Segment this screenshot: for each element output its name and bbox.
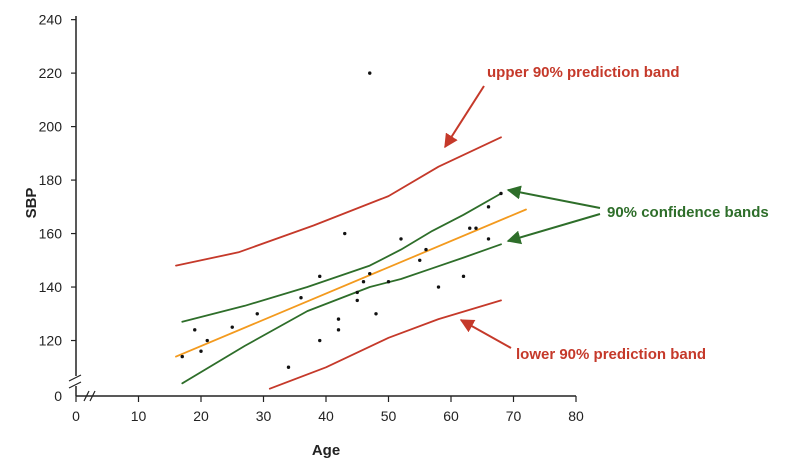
data-point: [255, 312, 259, 316]
y-tick-label: 240: [39, 12, 63, 28]
data-point: [361, 279, 366, 284]
series-line-upper-confidence: [181, 192, 502, 323]
data-point: [180, 354, 184, 359]
y-axis-break: [68, 374, 82, 389]
data-point: [355, 290, 359, 295]
annotation-upper-prediction: upper 90% prediction band: [487, 64, 680, 81]
annotation-lower-prediction: lower 90% prediction band: [516, 346, 706, 363]
data-point: [474, 226, 478, 230]
data-point: [286, 365, 291, 369]
series-line-lower-prediction: [268, 299, 502, 390]
x-tick-label: 10: [131, 408, 147, 424]
data-point: [374, 312, 378, 316]
y-axis-label: SBP: [23, 188, 40, 219]
data-point: [368, 271, 372, 276]
data-points: [180, 71, 503, 369]
data-point: [318, 338, 322, 343]
x-tick-label: 80: [568, 408, 584, 424]
data-point: [299, 296, 303, 300]
arrow-lower-confidence: [506, 213, 601, 245]
data-point: [205, 338, 209, 343]
data-point: [418, 258, 422, 262]
data-point: [343, 231, 347, 236]
series-line-fit: [175, 208, 527, 358]
data-point: [468, 226, 472, 230]
data-point: [368, 71, 372, 75]
y-tick-label: 0: [54, 388, 62, 404]
x-tick-label: 60: [443, 408, 459, 424]
y-tick-label: 220: [39, 65, 63, 81]
data-point: [399, 237, 403, 241]
y-tick-label: 140: [39, 279, 63, 295]
data-point: [336, 317, 341, 321]
data-point: [199, 349, 203, 353]
y-tick-label: 160: [39, 226, 63, 242]
x-tick-label: 0: [72, 408, 80, 424]
arrow-upper-prediction: [444, 85, 485, 149]
x-axis-label: Age: [312, 442, 340, 459]
y-tick-label: 120: [39, 333, 63, 349]
annotation-confidence: 90% confidence bands: [607, 204, 769, 221]
data-point: [318, 274, 322, 279]
x-tick-label: 50: [381, 408, 397, 424]
data-point: [486, 205, 491, 209]
data-point: [193, 328, 197, 332]
series-line-upper-prediction: [175, 136, 502, 267]
annotation-arrows: [444, 85, 601, 349]
axes: 0 120 140 160 180 200 220 240 0 10 20 30 40 50 60 70 80: [39, 12, 584, 424]
annotations: upper 90% prediction band 90% confidence…: [487, 64, 769, 363]
data-point: [355, 298, 359, 303]
arrow-upper-confidence: [506, 185, 601, 209]
data-point: [424, 247, 428, 252]
x-axis-break: [83, 390, 96, 402]
y-tick-label: 200: [39, 119, 63, 135]
x-tick-label: 40: [318, 408, 334, 424]
data-point: [336, 328, 341, 332]
arrow-lower-prediction: [459, 319, 512, 349]
x-tick-label: 30: [256, 408, 272, 424]
x-tick-label: 20: [193, 408, 209, 424]
series-line-lower-confidence: [181, 243, 502, 385]
x-tick-label: 70: [506, 408, 522, 424]
data-point: [436, 285, 441, 289]
data-point: [461, 274, 466, 279]
band-lines: [175, 136, 527, 390]
data-point: [486, 237, 491, 241]
data-point: [230, 325, 234, 329]
data-point: [386, 279, 391, 284]
data-point: [499, 191, 503, 196]
y-tick-label: 180: [39, 172, 63, 188]
